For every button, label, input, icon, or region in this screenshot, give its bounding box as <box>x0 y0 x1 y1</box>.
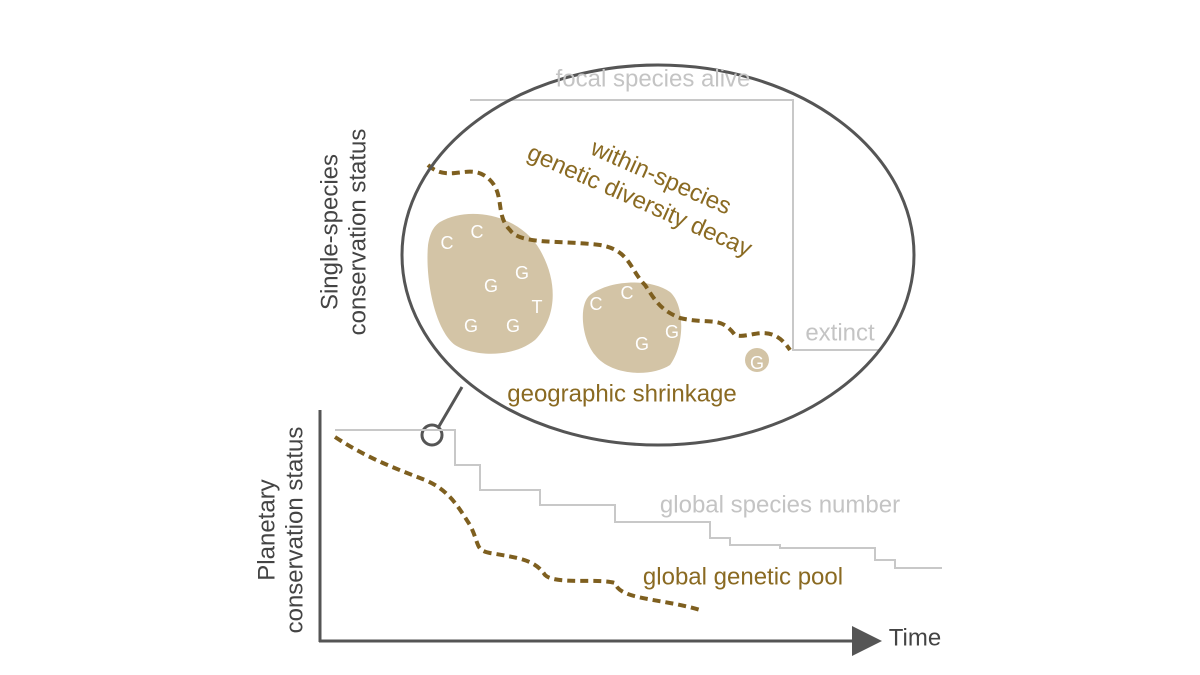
allele: G <box>635 334 649 354</box>
allele: C <box>621 283 634 303</box>
blob-small <box>745 348 769 372</box>
axis-label: Single-species <box>316 154 343 310</box>
allele: G <box>506 316 520 336</box>
allele: G <box>665 322 679 342</box>
genetic-decay-line <box>426 163 792 352</box>
allele: C <box>441 233 454 253</box>
genetic-pool-line <box>333 435 701 612</box>
x-axis-label: Time <box>889 624 941 651</box>
species-label: global species number <box>660 491 900 518</box>
allele: G <box>515 263 529 283</box>
axis-label: Planetary <box>253 479 280 580</box>
zoom-source <box>420 423 444 447</box>
allele: C <box>590 294 603 314</box>
focal-label: focal species alive <box>556 65 751 92</box>
axis-label: conservation status <box>281 427 308 634</box>
blob-large <box>427 213 553 354</box>
allele: T <box>532 297 543 317</box>
range-label: geographic shrinkage <box>507 380 737 407</box>
allele: G <box>484 276 498 296</box>
extinct-label: extinct <box>805 319 875 346</box>
allele: G <box>750 353 764 373</box>
blob-medium <box>582 282 682 373</box>
allele: C <box>471 222 484 242</box>
zoom-connector <box>436 386 464 429</box>
genetic-pool-label: global genetic pool <box>643 563 843 590</box>
zoom-ellipse <box>400 63 916 447</box>
allele: G <box>464 316 478 336</box>
species-line <box>335 429 942 569</box>
focal-species-line <box>470 99 880 351</box>
axis-label: conservation status <box>344 129 371 336</box>
